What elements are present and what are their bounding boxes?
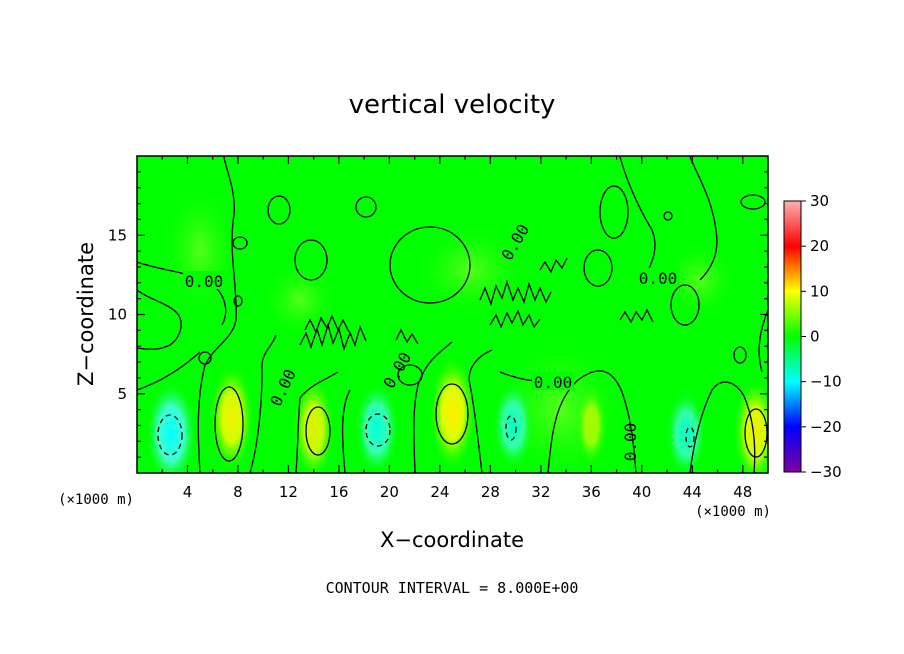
colorbar-tick-label: −30 <box>810 463 842 481</box>
contour-updraft-core <box>305 406 331 456</box>
x-axis-ticks: 4 8 12 16 20 24 28 32 36 40 44 48 <box>161 156 752 501</box>
contour-closed-loop <box>389 226 471 304</box>
contour-label: 0.00 <box>621 423 640 462</box>
downdraft-core <box>665 389 707 473</box>
y-axis-title: Z−coordinate <box>74 242 98 386</box>
y-axis-ticks: 5 10 15 <box>108 171 768 458</box>
x-tick-label: 24 <box>430 483 449 501</box>
chart-title: vertical velocity <box>349 90 556 120</box>
x-tick-label: 8 <box>233 483 243 501</box>
contour-updraft-core <box>435 383 469 445</box>
x-tick-label: 4 <box>183 483 193 501</box>
contour-lines <box>137 156 768 473</box>
contour-zero-line <box>295 371 339 473</box>
contour-noisy-region <box>489 309 541 329</box>
contour-zero-line <box>197 156 237 473</box>
contour-noisy-region <box>619 308 654 324</box>
contour-zero-line <box>547 370 637 473</box>
contour-closed-loop <box>294 239 328 281</box>
contour-updraft-core <box>744 408 768 458</box>
x-tick-label: 32 <box>531 483 550 501</box>
updraft-core <box>209 362 255 473</box>
colorbar-gradient <box>783 200 802 473</box>
contour-closed-loop <box>355 196 377 218</box>
contour-closed-loop <box>583 249 613 287</box>
contour-closed-loop <box>740 194 766 210</box>
y-tick-label: 5 <box>117 385 127 403</box>
contour-closed-loop <box>670 284 700 326</box>
colorbar-tick-label: 10 <box>810 282 829 300</box>
contour-zero-line <box>468 349 493 473</box>
x-tick-label: 40 <box>632 483 651 501</box>
contour-closed-loop <box>397 364 423 386</box>
updraft-core <box>575 384 607 467</box>
updraft-core <box>292 376 335 473</box>
x-tick-label: 48 <box>733 483 752 501</box>
contour-label: 0.00 <box>185 272 224 291</box>
x-tick-label: 12 <box>279 483 298 501</box>
contour-zero-line <box>413 341 453 473</box>
contour-noisy-region <box>395 328 419 345</box>
y-tick-label: 10 <box>108 306 127 324</box>
x-unit-label-right: (×1000 m) <box>695 504 771 520</box>
contour-dashed-downdraft <box>685 426 695 448</box>
x-unit-label-left: (×1000 m) <box>58 492 134 508</box>
contour-noisy-region <box>479 279 552 307</box>
updraft-core <box>732 376 768 473</box>
contour-zero-line <box>137 289 182 350</box>
x-tick-label: 36 <box>582 483 601 501</box>
downdraft-core <box>492 381 534 470</box>
contour-closed-loop <box>198 351 212 365</box>
y-tick-label: 15 <box>108 226 127 244</box>
contour-closed-loop <box>233 295 243 307</box>
contour-label: 0.00 <box>639 269 678 288</box>
contour-closed-loop <box>663 211 673 221</box>
contour-dashed-downdraft <box>157 414 183 456</box>
contour-zero-line <box>689 156 718 281</box>
updraft-core <box>428 354 477 471</box>
colorbar-tick-label: 20 <box>810 237 829 255</box>
field-weak-anomaly <box>260 260 340 340</box>
contour-zero-line <box>341 389 351 473</box>
colorbar-tick-label: −10 <box>810 373 842 391</box>
velocity-field <box>145 180 768 473</box>
contour-dashed-downdraft <box>505 415 517 441</box>
contour-noisy-region <box>304 314 350 334</box>
plot-area: 0.00 0.00 0.00 0.00 0.00 0.00 0.00 4 8 12 1… <box>108 155 769 501</box>
contour-dashed-downdraft <box>365 413 391 447</box>
contour-closed-loop <box>267 195 291 225</box>
x-tick-label: 44 <box>683 483 702 501</box>
contour-closed-loop <box>599 185 629 239</box>
colorbar-ticks: 30 20 10 0 −10 −20 −30 <box>801 192 842 481</box>
contour-zero-line <box>249 334 277 473</box>
downdraft-core <box>354 381 400 473</box>
colorbar-tick-label: 0 <box>810 328 820 346</box>
contour-zero-line <box>758 309 768 373</box>
contour-updraft-core <box>214 386 244 462</box>
contour-closed-loop <box>733 346 747 364</box>
x-tick-label: 16 <box>329 483 348 501</box>
contour-zero-line <box>137 351 201 391</box>
contour-noisy-region <box>539 257 568 274</box>
contour-label: 0.00 <box>534 373 573 392</box>
downdraft-core <box>145 379 198 473</box>
colorbar-tick-label: 30 <box>810 192 829 210</box>
x-tick-label: 20 <box>380 483 399 501</box>
field-weak-anomaly <box>160 180 240 320</box>
colorbar-tick-label: −20 <box>810 418 842 436</box>
contour-closed-loop <box>232 236 248 250</box>
x-tick-label: 28 <box>481 483 500 501</box>
contour-zero-line <box>689 381 756 473</box>
contour-noisy-region <box>299 322 367 352</box>
x-axis-title: X−coordinate <box>380 528 524 552</box>
colorbar: 30 20 10 0 −10 −20 −30 <box>783 192 842 481</box>
contour-interval-note: CONTOUR INTERVAL = 8.000E+00 <box>326 579 579 597</box>
